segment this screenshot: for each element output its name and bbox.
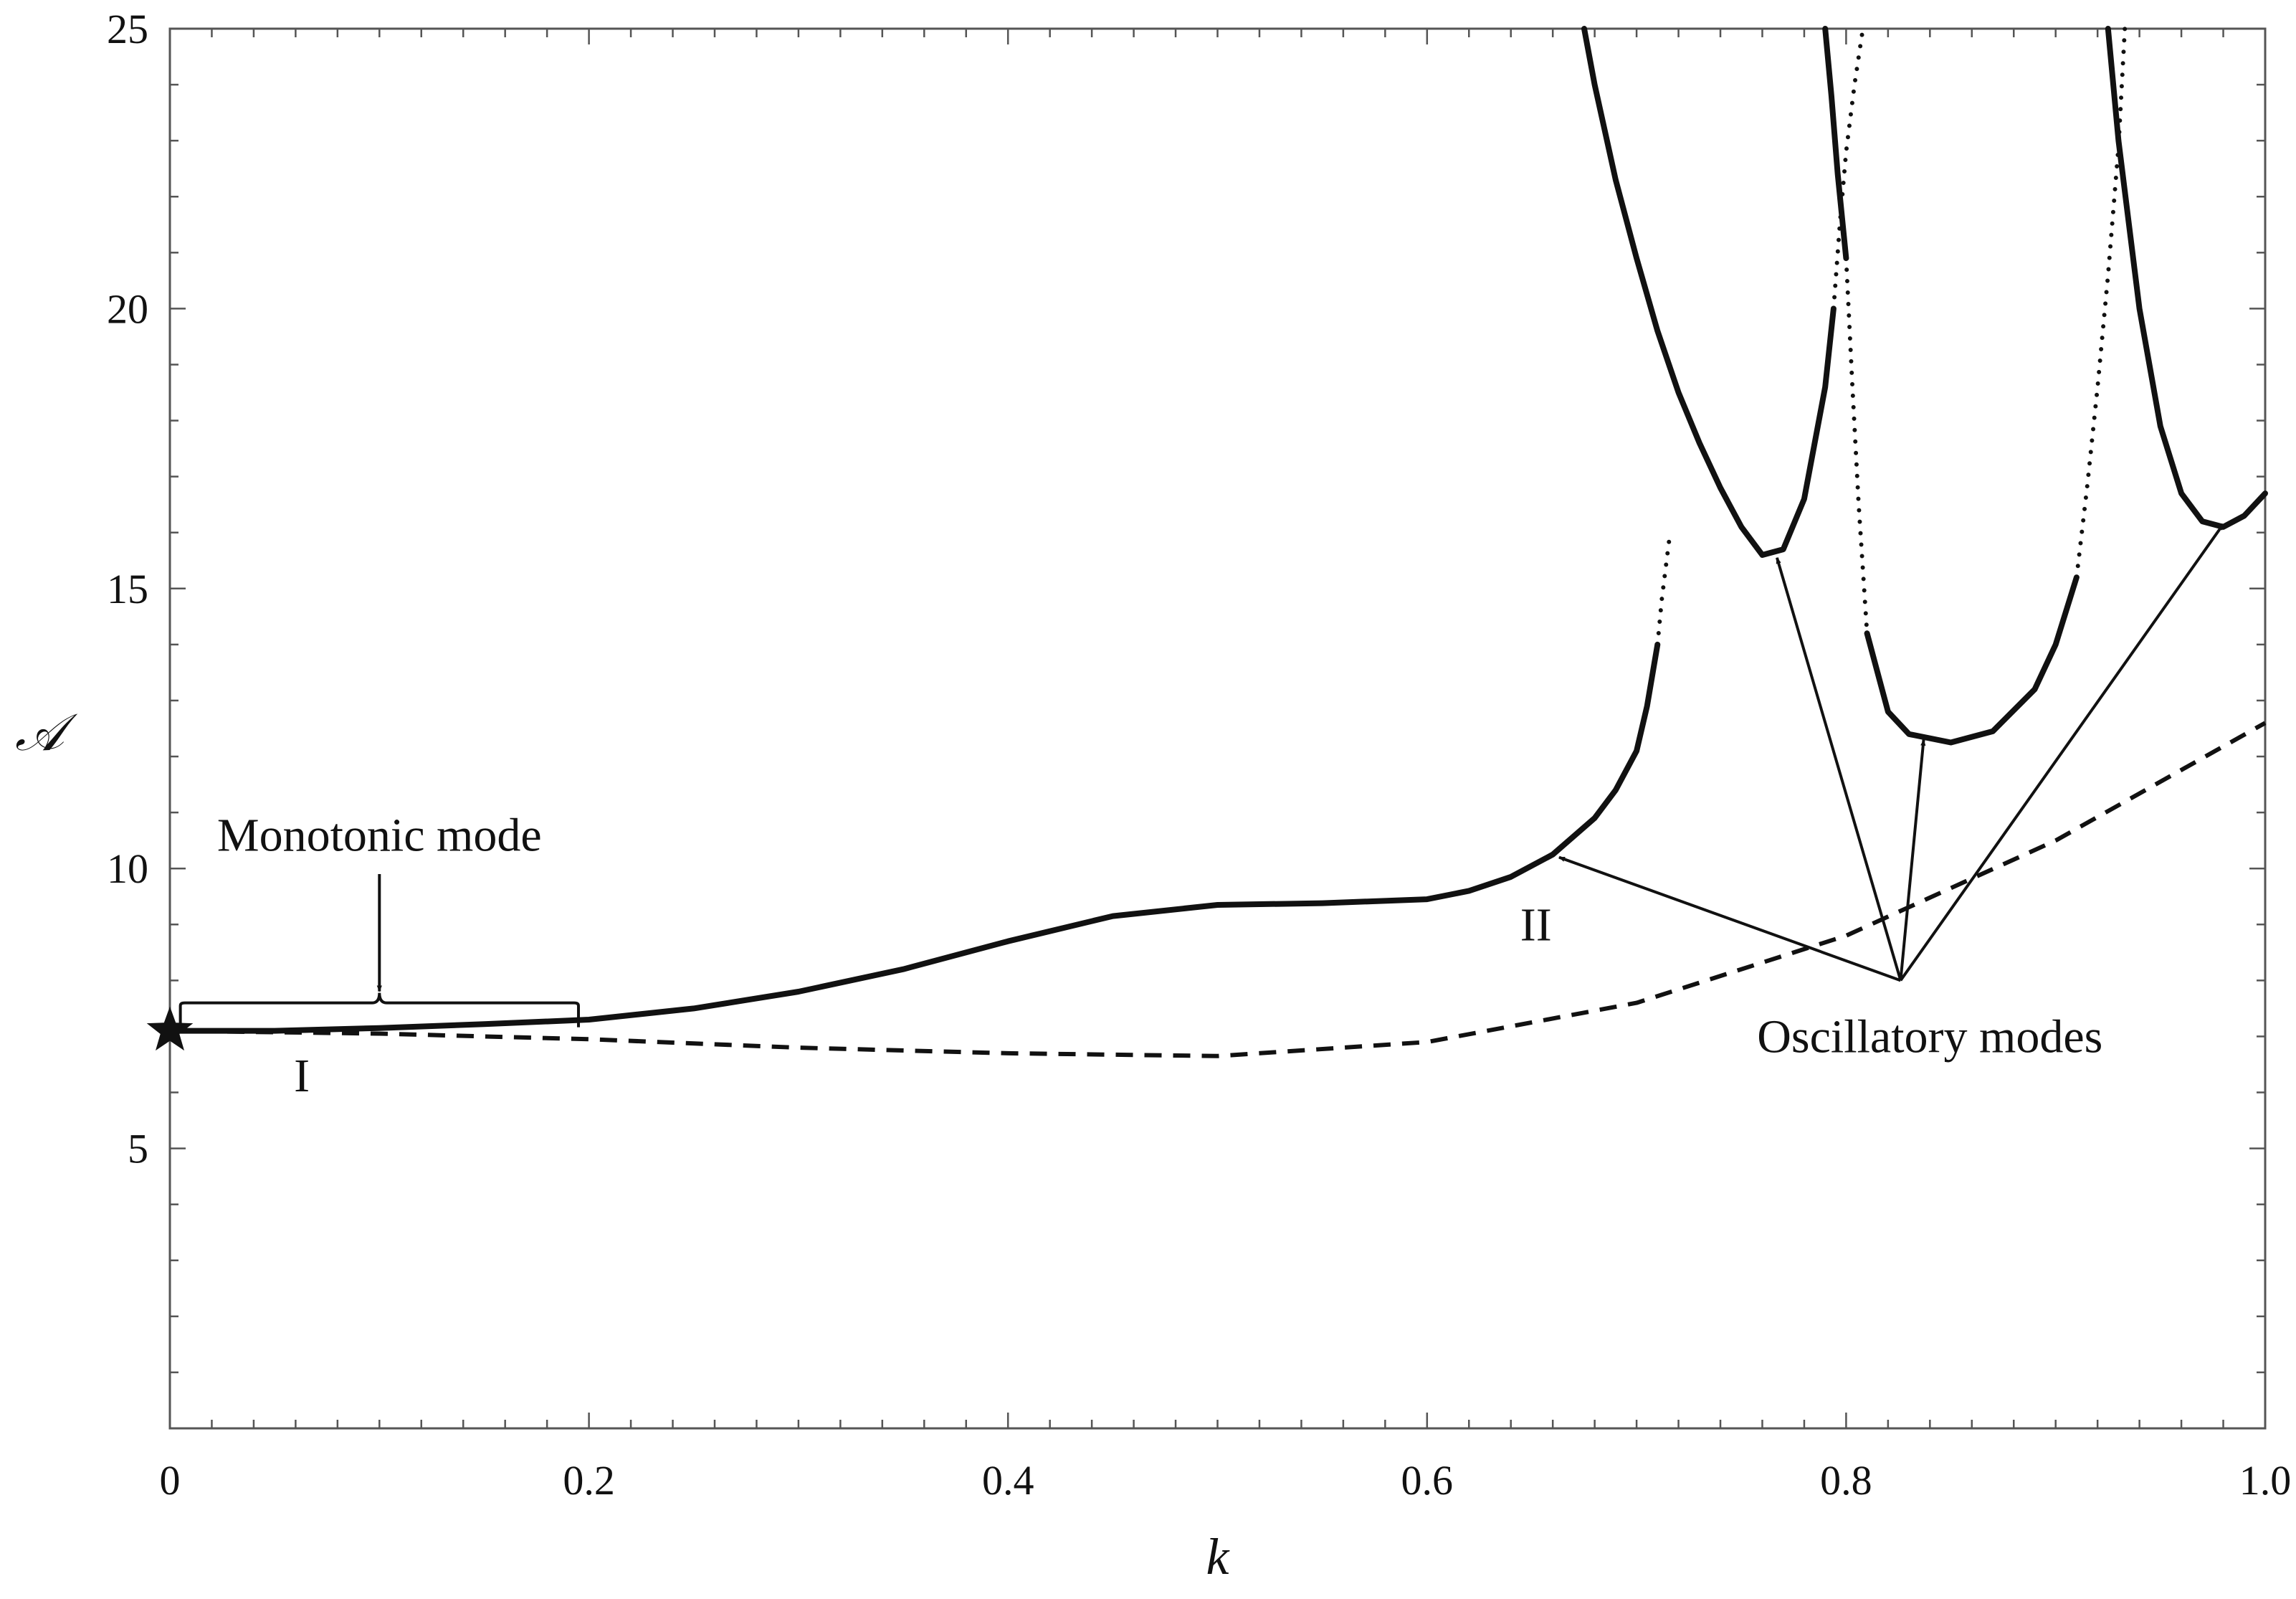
annotation-label: Oscillatory modes — [1757, 1010, 2102, 1063]
annotation-label: I — [294, 1050, 310, 1102]
series-line-dotted — [1844, 256, 1869, 636]
x-tick-label: 0.8 — [1820, 1457, 1872, 1504]
x-tick-label: 1.0 — [2239, 1457, 2292, 1504]
series-line-solid — [1864, 574, 2080, 746]
series-line-dashed — [169, 721, 2267, 1058]
y-tick-label: 10 — [107, 845, 148, 892]
annotation-label: Monotonic mode — [217, 809, 542, 861]
annotation-label: II — [1520, 898, 1552, 951]
y-axis-title: 𝒜 — [15, 704, 78, 761]
x-tick-label: 0.6 — [1401, 1457, 1454, 1504]
y-tick-label: 25 — [107, 6, 148, 52]
plot-frame — [168, 27, 2267, 1430]
series-line-solid — [167, 641, 1661, 1034]
x-tick-label: 0.2 — [563, 1457, 615, 1504]
series-line-solid — [1581, 26, 1837, 558]
series-layer — [146, 26, 2268, 1058]
annotation-arrow — [1899, 739, 1926, 981]
annotation-arrow — [1776, 556, 1902, 981]
annotation-arrow — [1558, 855, 1902, 982]
star-marker — [146, 1006, 194, 1051]
x-tick-label: 0 — [160, 1457, 181, 1504]
x-axis-title: k — [1206, 1528, 1231, 1585]
series-line-dotted — [1655, 530, 1672, 647]
y-tick-label: 20 — [107, 285, 148, 332]
y-tick-label: 15 — [107, 566, 148, 612]
series-line-solid — [1822, 26, 1849, 262]
annotation-arrow — [1899, 523, 2225, 982]
series-line-dotted — [1831, 27, 1865, 311]
series-line-solid — [2105, 26, 2268, 530]
y-tick-label: 5 — [128, 1126, 148, 1172]
axes: 0 0.2 0.4 0.6 0.8 1.0 5 10 15 20 25 — [107, 6, 2291, 1504]
x-tick-label: 0.4 — [982, 1457, 1034, 1504]
